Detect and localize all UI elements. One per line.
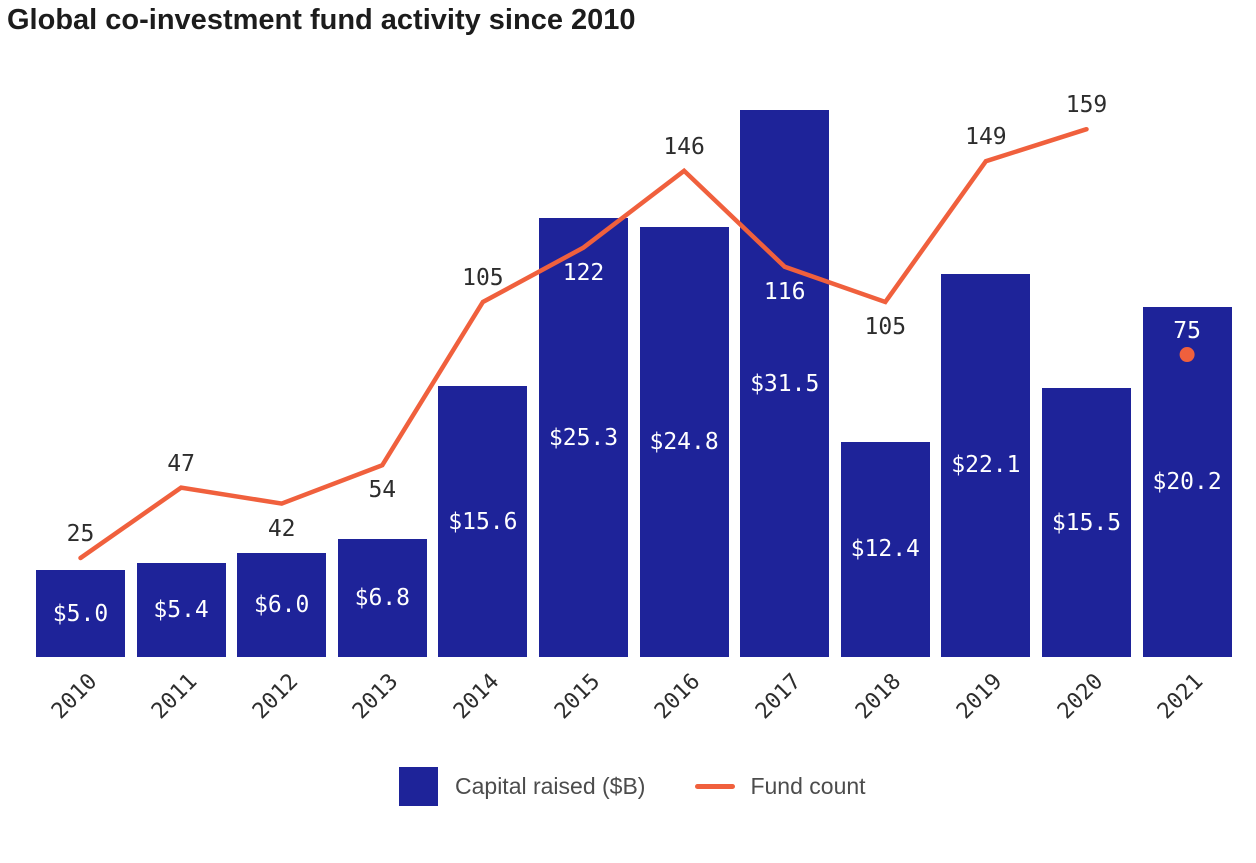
- legend-line-label: Fund count: [750, 772, 866, 799]
- legend-line-swatch: [695, 783, 736, 789]
- legend: Capital raised ($B) Fund count: [399, 766, 866, 806]
- legend-bar-label: Capital raised ($B): [455, 772, 646, 799]
- fund-count-dot-2021: [1179, 347, 1195, 363]
- legend-bar-swatch: [399, 766, 438, 806]
- fund-count-line-path: [78, 126, 1089, 561]
- chart-title: Global co-investment fund activity since…: [7, 4, 636, 36]
